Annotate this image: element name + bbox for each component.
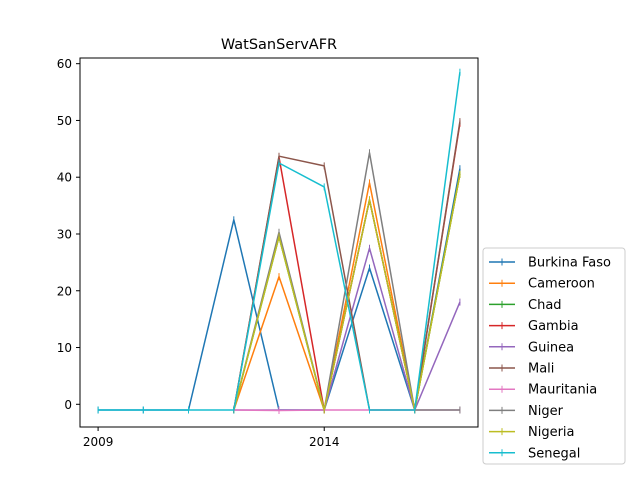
legend-label: Burkina Faso [528,256,611,271]
y-tick-label: 20 [57,284,72,298]
series-line [233,152,460,411]
plot-frame [79,57,479,428]
legend-item: Gambia [489,319,579,334]
series-line [233,121,461,411]
series-nigeria [233,170,461,414]
legend-label: Cameroon [528,277,595,292]
series-line [98,168,461,411]
series-cameroon [233,170,461,414]
y-tick-label: 50 [57,114,72,128]
series-mali [233,118,461,414]
legend-label: Mauritania [528,383,597,398]
legend-label: Gambia [528,319,579,334]
chart-title: WatSanServAFR [221,37,337,53]
series-line [233,174,461,411]
legend-label: Chad [528,298,562,313]
legend-item: Guinea [489,340,574,355]
legend-item: Mauritania [489,383,597,398]
legend-item: Niger [489,404,564,419]
legend-label: Guinea [528,340,574,355]
legend-item: Senegal [489,446,580,461]
series-senegal [97,68,461,414]
legend-label: Niger [528,404,564,419]
series-line [233,174,461,411]
legend-item: Chad [489,298,562,313]
legend-item: Mali [489,362,554,377]
legend-label: Mali [528,362,554,377]
legend-label: Nigeria [528,425,575,440]
y-tick-label: 40 [57,171,72,185]
x-axis: 2009 2014 [83,427,340,449]
y-tick-label: 0 [64,398,72,412]
legend-box [482,247,626,465]
legend-item: Nigeria [489,425,575,440]
series-chad [233,170,461,414]
plot-area [97,68,461,414]
y-tick-label: 10 [57,341,72,355]
series-line [233,123,461,411]
y-tick-label: 30 [57,227,72,241]
legend: Burkina Faso Cameroon Chad Gambia Guinea Mali… [482,247,626,465]
x-tick-label: 2014 [309,435,340,449]
legend-label: Senegal [528,446,580,461]
x-tick-label: 2009 [83,435,114,449]
y-axis: 0 10 20 30 40 50 60 [57,57,80,412]
legend-item: Cameroon [489,277,595,292]
series-line [233,174,461,411]
y-tick-label: 60 [57,57,72,71]
legend-item: Burkina Faso [489,256,611,271]
series-gambia [233,119,461,414]
